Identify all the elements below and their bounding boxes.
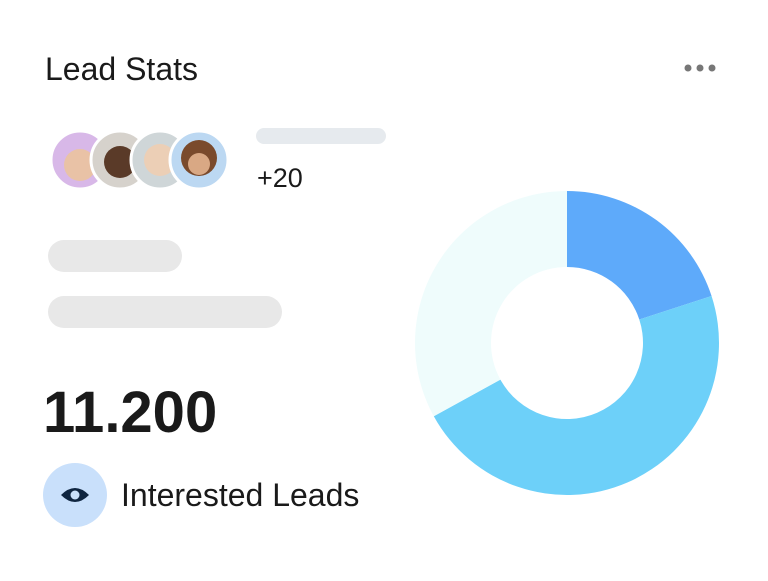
avatar-face <box>188 153 210 175</box>
donut-segment <box>415 191 567 417</box>
menu-dot <box>684 64 692 72</box>
skeleton-line <box>48 240 182 272</box>
avatar-group <box>49 129 230 191</box>
avatar-face <box>64 149 96 181</box>
skeleton-line <box>48 296 282 328</box>
card-title: Lead Stats <box>45 51 198 87</box>
menu-dot <box>708 64 716 72</box>
donut-segment <box>433 296 720 496</box>
skeleton-line <box>256 128 386 144</box>
donut-segment <box>567 191 712 320</box>
stat-label: Interested Leads <box>121 477 359 513</box>
menu-dot <box>696 64 704 72</box>
donut-chart <box>415 191 720 496</box>
eye-pupil <box>70 490 80 500</box>
avatar-extra-count: +20 <box>257 163 303 193</box>
avatar-face <box>144 144 176 176</box>
menu-button[interactable] <box>684 64 716 72</box>
avatar-face <box>104 146 136 178</box>
stat-value: 11.200 <box>43 380 217 445</box>
